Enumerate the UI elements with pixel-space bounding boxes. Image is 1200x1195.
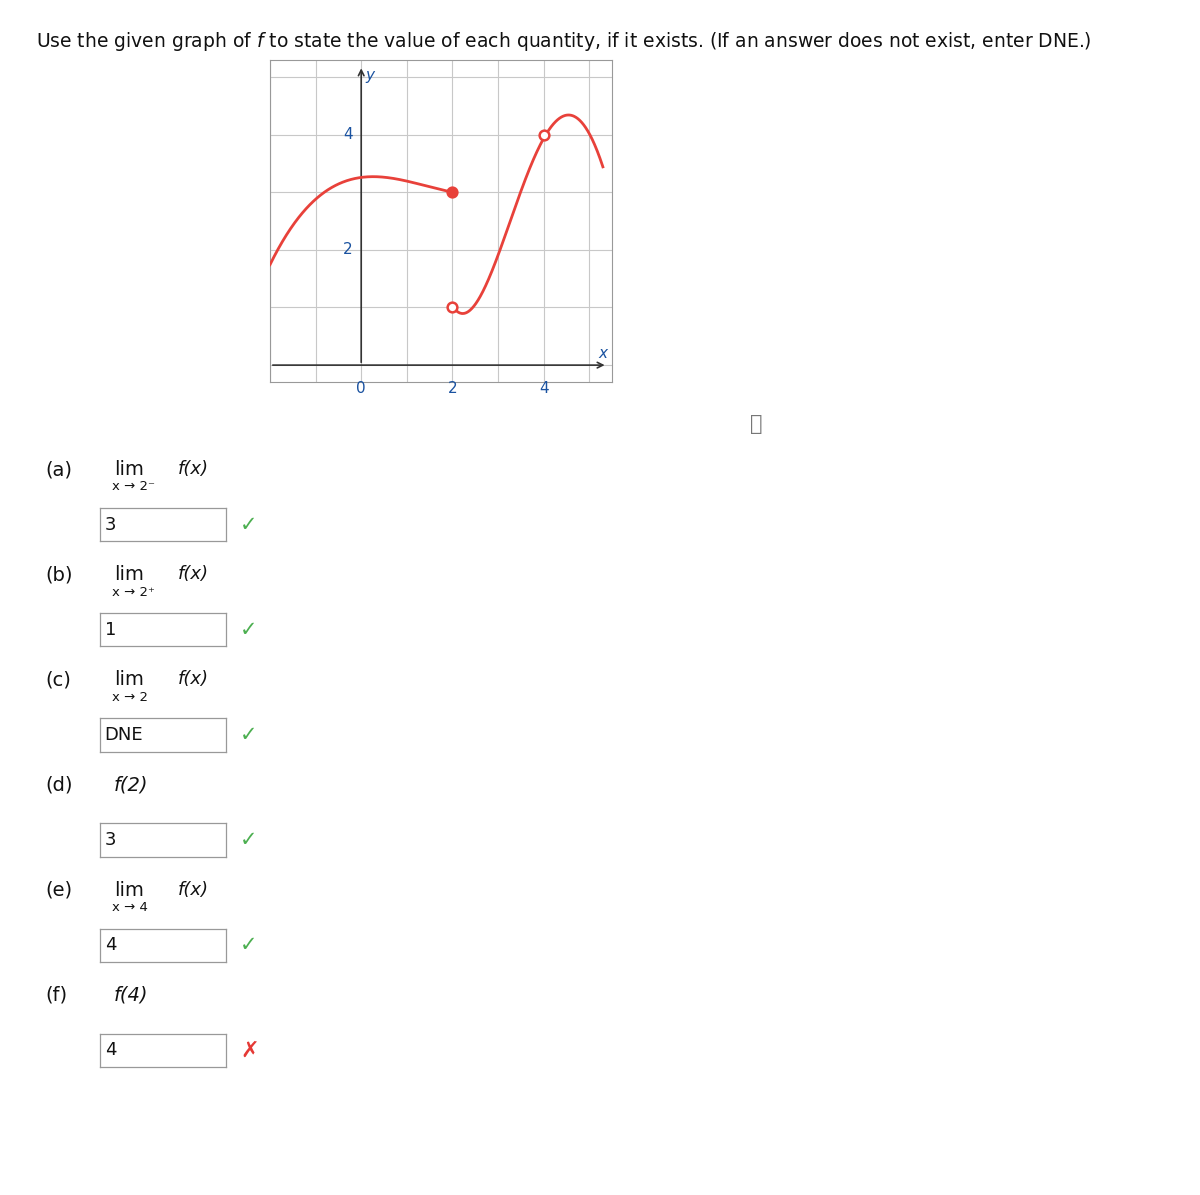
Text: f(2): f(2) <box>114 776 149 795</box>
Text: (b): (b) <box>46 565 73 584</box>
Text: (a): (a) <box>46 460 72 479</box>
Text: x → 2⁻: x → 2⁻ <box>112 480 155 494</box>
Text: (f): (f) <box>46 986 67 1005</box>
Text: ✓: ✓ <box>240 515 258 534</box>
Text: x → 4: x → 4 <box>112 901 148 914</box>
Text: 0: 0 <box>356 381 366 397</box>
Text: (c): (c) <box>46 670 72 690</box>
Text: y: y <box>366 68 374 84</box>
Text: f(x): f(x) <box>178 565 209 583</box>
Text: x: x <box>599 345 607 361</box>
Text: f(4): f(4) <box>114 986 149 1005</box>
Text: lim: lim <box>114 565 144 584</box>
Text: ✓: ✓ <box>240 620 258 639</box>
Text: 4: 4 <box>104 936 116 955</box>
Text: 4: 4 <box>539 381 548 397</box>
Text: (d): (d) <box>46 776 73 795</box>
Text: 4: 4 <box>343 127 353 142</box>
Text: lim: lim <box>114 460 144 479</box>
Text: x → 2⁺: x → 2⁺ <box>112 586 155 599</box>
Text: lim: lim <box>114 670 144 690</box>
Text: 1: 1 <box>104 620 116 639</box>
Text: x → 2: x → 2 <box>112 691 148 704</box>
Text: ✓: ✓ <box>240 936 258 955</box>
Text: f(x): f(x) <box>178 460 209 478</box>
Text: 2: 2 <box>343 243 353 257</box>
Text: 3: 3 <box>104 515 116 534</box>
Text: ✓: ✓ <box>240 831 258 850</box>
Text: 4: 4 <box>104 1041 116 1060</box>
Text: 2: 2 <box>448 381 457 397</box>
Text: f(x): f(x) <box>178 670 209 688</box>
Text: ✗: ✗ <box>240 1041 259 1060</box>
Text: Use the given graph of $f$ to state the value of each quantity, if it exists. (I: Use the given graph of $f$ to state the … <box>36 30 1092 53</box>
Text: ✓: ✓ <box>240 725 258 744</box>
Text: ⓘ: ⓘ <box>750 415 762 434</box>
Text: DNE: DNE <box>104 725 143 744</box>
Text: lim: lim <box>114 881 144 900</box>
Text: (e): (e) <box>46 881 73 900</box>
Text: 3: 3 <box>104 831 116 850</box>
Text: f(x): f(x) <box>178 881 209 899</box>
